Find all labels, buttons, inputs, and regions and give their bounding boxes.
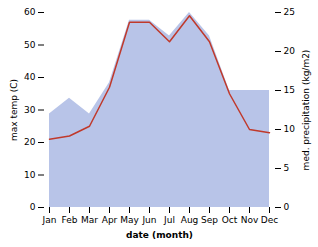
svg-text:60: 60 [24,7,36,17]
svg-text:date (month): date (month) [126,230,193,240]
svg-text:Aug: Aug [181,215,199,225]
svg-text:20: 20 [284,46,296,56]
svg-text:med. precipitation (kg/m2): med. precipitation (kg/m2) [301,50,311,171]
svg-text:25: 25 [284,7,295,17]
svg-text:30: 30 [24,105,36,115]
svg-text:10: 10 [284,124,296,134]
svg-text:15: 15 [284,85,295,95]
svg-text:0: 0 [284,202,290,212]
svg-text:Mar: Mar [81,215,98,225]
svg-text:Oct: Oct [222,215,238,225]
svg-text:0: 0 [30,202,36,212]
svg-text:Jan: Jan [42,215,57,225]
svg-text:Nov: Nov [241,215,259,225]
svg-text:Apr: Apr [102,215,118,225]
svg-text:Feb: Feb [62,215,78,225]
svg-text:Jun: Jun [141,215,156,225]
svg-text:Jul: Jul [163,215,175,225]
svg-text:40: 40 [24,72,36,82]
svg-text:10: 10 [24,170,36,180]
svg-text:5: 5 [284,163,290,173]
svg-text:Dec: Dec [261,215,278,225]
svg-text:Sep: Sep [201,215,218,225]
svg-text:20: 20 [24,137,36,147]
svg-text:max temp (C): max temp (C) [9,79,19,141]
svg-text:May: May [120,215,139,225]
svg-text:50: 50 [24,40,36,50]
